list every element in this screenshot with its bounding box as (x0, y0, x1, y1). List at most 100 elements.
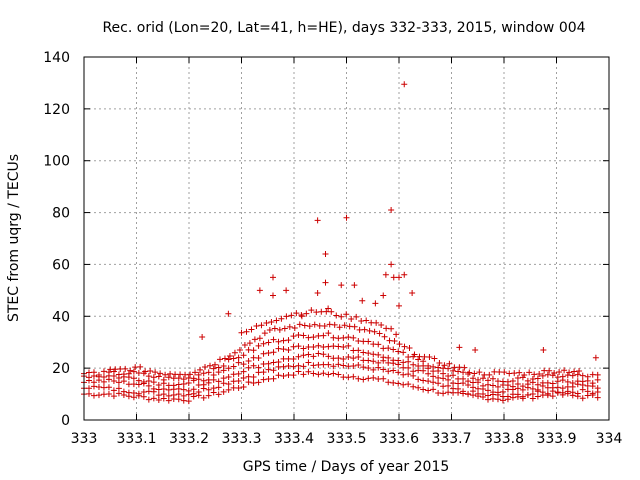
data-point (480, 390, 486, 397)
data-point (435, 374, 442, 381)
data-point (546, 367, 553, 374)
data-point (351, 323, 358, 330)
outlier-point (396, 274, 402, 281)
data-point (298, 312, 305, 319)
data-point (539, 389, 546, 396)
data-point (325, 353, 332, 360)
data-point (331, 321, 338, 328)
data-point (275, 372, 282, 379)
x-tick-label: 333 (71, 431, 98, 447)
data-point (258, 322, 265, 329)
outlier-point (314, 217, 321, 224)
data-point (175, 391, 182, 398)
outlier-point (540, 346, 547, 353)
data-point (381, 333, 388, 340)
data-point (150, 395, 157, 402)
data-point (333, 312, 340, 319)
data-point (165, 374, 172, 381)
outlier-point (401, 81, 408, 88)
data-point (100, 373, 107, 380)
data-point (465, 390, 472, 397)
data-point (536, 370, 543, 377)
data-point (425, 370, 432, 377)
data-point (255, 379, 262, 386)
data-point (245, 379, 252, 386)
outlier-point (283, 287, 290, 294)
data-point (415, 356, 422, 363)
data-point (328, 308, 335, 315)
data-point (375, 341, 382, 348)
data-point (521, 372, 528, 379)
data-point (390, 346, 397, 353)
data-point (310, 344, 317, 351)
data-point (187, 371, 194, 378)
data-point (320, 370, 327, 377)
data-point (300, 371, 307, 378)
data-point (215, 391, 222, 398)
data-point (315, 371, 322, 378)
data-point (273, 317, 280, 324)
data-point (256, 335, 263, 342)
data-point (519, 393, 526, 400)
data-point (484, 392, 491, 399)
data-point (574, 390, 581, 397)
outlier-point (199, 334, 206, 341)
data-point (385, 345, 392, 352)
x-tick-label: 333.2 (169, 431, 209, 447)
outlier-point (270, 274, 276, 281)
x-tick-label: 334 (596, 431, 623, 447)
data-point (335, 343, 342, 350)
data-point (295, 353, 302, 360)
data-point (539, 372, 546, 379)
data-point (310, 334, 317, 341)
outlier-point (351, 282, 358, 289)
data-point (147, 367, 154, 374)
data-point (251, 336, 258, 343)
outlier-point (380, 292, 387, 299)
data-point (380, 354, 387, 361)
outlier-point (456, 344, 463, 351)
data-point (105, 391, 112, 398)
data-point (175, 381, 182, 388)
y-tick-label: 60 (52, 257, 70, 273)
y-tick-label: 80 (52, 206, 70, 222)
data-point (430, 379, 437, 386)
data-point (350, 334, 357, 341)
data-point (195, 371, 202, 378)
x-tick-label: 333.9 (536, 431, 576, 447)
x-tick-label: 333.6 (379, 431, 419, 447)
data-point (594, 371, 601, 378)
x-tick-label: 333.5 (326, 431, 366, 447)
grid-layer (84, 57, 609, 420)
data-point (390, 379, 397, 386)
data-point (365, 375, 372, 382)
data-point (338, 313, 345, 320)
data-point (90, 379, 97, 386)
data-point (330, 363, 337, 370)
data-point (240, 374, 247, 381)
data-point (225, 373, 232, 380)
outlier-point (338, 282, 345, 289)
data-point (235, 354, 242, 361)
data-point (425, 362, 432, 369)
data-point (125, 370, 132, 377)
data-point (395, 357, 402, 364)
data-point (250, 373, 257, 380)
data-point (310, 353, 317, 360)
data-point (290, 372, 297, 379)
data-point (375, 359, 382, 366)
data-point (205, 392, 212, 399)
data-point (471, 370, 478, 377)
data-point (509, 378, 516, 385)
data-point (301, 322, 308, 329)
data-point (420, 358, 427, 365)
data-point (440, 390, 447, 397)
outlier-point (388, 261, 395, 268)
outlier-point (472, 346, 479, 353)
data-point (220, 375, 227, 382)
data-point (559, 385, 566, 392)
outlier-point (401, 271, 408, 278)
point-layer (81, 81, 601, 405)
x-tick-label: 333.7 (431, 431, 471, 447)
data-point (137, 363, 144, 370)
